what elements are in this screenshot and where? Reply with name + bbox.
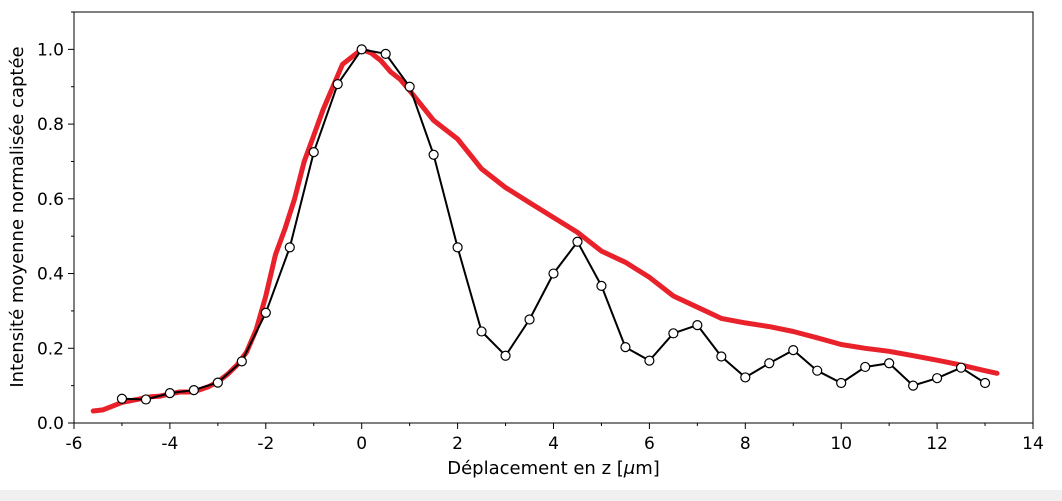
- line-chart: -6 -4 -2 0 2 4 6 8 10 12 14 0.0 0.2 0.4 0.6 0.8 1.0 Dépl…: [7, 11, 1044, 479]
- data-point: [931, 373, 943, 384]
- data-point: [764, 358, 775, 369]
- data-point: [668, 328, 679, 339]
- x-tick-label: 12: [926, 434, 948, 454]
- data-point: [428, 149, 439, 160]
- x-tick-label: -4: [161, 434, 178, 454]
- data-point: [860, 361, 871, 373]
- y-tick-label: 0.8: [37, 115, 64, 135]
- data-point: [692, 320, 703, 331]
- y-tick-label: 1.0: [37, 40, 64, 60]
- data-point: [812, 365, 823, 376]
- data-point: [212, 377, 223, 388]
- x-tick-label: -2: [257, 434, 274, 454]
- data-point: [380, 48, 391, 59]
- data-point: [836, 377, 847, 389]
- x-tick-label: 8: [740, 434, 751, 454]
- data-point: [260, 307, 271, 318]
- x-axis-label: Déplacement en z [μm]: [447, 458, 660, 479]
- data-point: [644, 355, 655, 366]
- data-point: [788, 345, 799, 356]
- data-point: [596, 280, 607, 291]
- data-point: [284, 242, 295, 253]
- x-tick-label: 4: [548, 434, 559, 454]
- x-tick-label: 2: [452, 434, 463, 454]
- plot-frame: [73, 11, 1034, 424]
- data-point: [452, 242, 463, 253]
- data-point: [548, 268, 559, 279]
- data-point: [884, 358, 895, 369]
- data-point: [908, 380, 919, 391]
- y-tick-label: 0.6: [37, 190, 64, 210]
- data-point: [500, 350, 511, 361]
- data-point: [140, 394, 152, 405]
- data-point: [356, 44, 367, 55]
- data-point: [620, 342, 631, 353]
- data-point: [308, 147, 319, 158]
- x-tick-label: 10: [830, 434, 852, 454]
- data-point: [236, 356, 247, 367]
- data-point: [740, 372, 751, 383]
- y-axis-label: Intensité moyenne normalisée captée: [7, 46, 28, 387]
- data-point: [332, 79, 343, 90]
- x-tick-label: 14: [1022, 434, 1044, 454]
- x-tick-label: -6: [66, 434, 83, 454]
- data-point: [524, 314, 535, 325]
- y-tick-label: 0.0: [37, 414, 64, 434]
- data-point: [716, 351, 727, 362]
- data-point: [476, 326, 487, 337]
- data-point: [164, 388, 175, 399]
- data-point: [188, 385, 199, 396]
- data-point: [572, 236, 583, 247]
- data-point: [955, 362, 967, 373]
- figure: -6 -4 -2 0 2 4 6 8 10 12 14 0.0 0.2 0.4 0.6 0.8 1.0 Dépl…: [0, 0, 1062, 490]
- x-tick-label: 6: [644, 434, 655, 454]
- data-point: [116, 393, 128, 404]
- x-tick-label: 0: [356, 434, 367, 454]
- y-tick-label: 0.4: [37, 265, 64, 285]
- y-tick-label: 0.2: [37, 339, 64, 359]
- data-point: [404, 81, 415, 92]
- data-point: [979, 377, 991, 389]
